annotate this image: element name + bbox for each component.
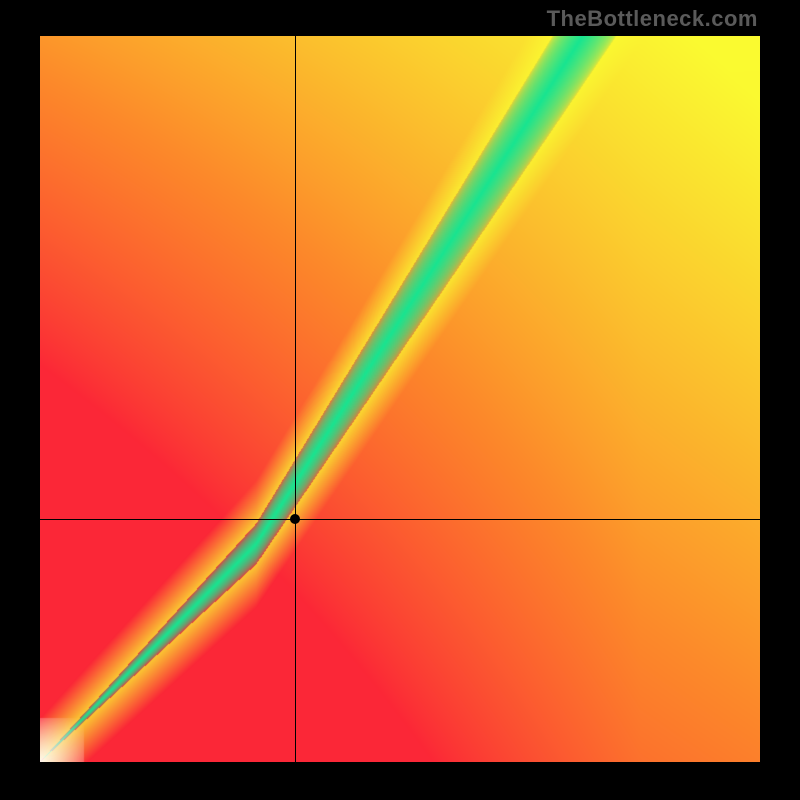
marker-dot xyxy=(290,514,300,524)
watermark-text: TheBottleneck.com xyxy=(547,6,758,32)
heatmap-canvas xyxy=(40,36,760,762)
chart-frame: TheBottleneck.com xyxy=(0,0,800,800)
crosshair-vertical xyxy=(295,36,296,762)
crosshair-horizontal xyxy=(40,519,760,520)
